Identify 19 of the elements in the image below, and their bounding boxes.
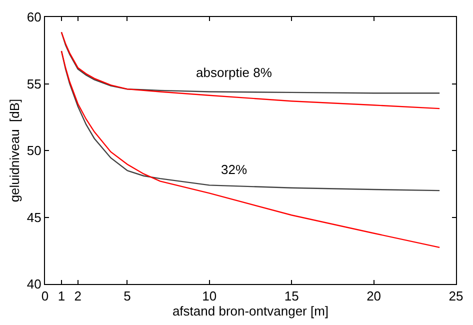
y-tick-label: 55 [26,76,42,92]
x-tick-label: 5 [124,288,131,304]
x-tick-label: 10 [202,288,217,304]
line-series [60,50,440,248]
x-tick-label: 0 [41,288,49,304]
x-axis-title: afstand bron-ontvanger [m] [172,304,329,319]
line-series [60,32,440,110]
y-tick-label: 60 [26,10,42,25]
x-tick-label: 15 [284,288,299,304]
y-axis-title: geluidniveau [dB] [6,98,22,202]
x-tick-label: 25 [448,288,464,304]
y-tick-label: 40 [26,276,42,292]
y-tick-label: 45 [26,210,42,225]
annotation: absorptie 8% [196,65,272,80]
y-tick-label: 50 [26,143,42,158]
x-tick-label: 2 [74,288,82,304]
x-tick-label: 1 [58,288,66,304]
x-tick-label: 20 [366,288,382,304]
annotation: 32% [221,162,248,177]
